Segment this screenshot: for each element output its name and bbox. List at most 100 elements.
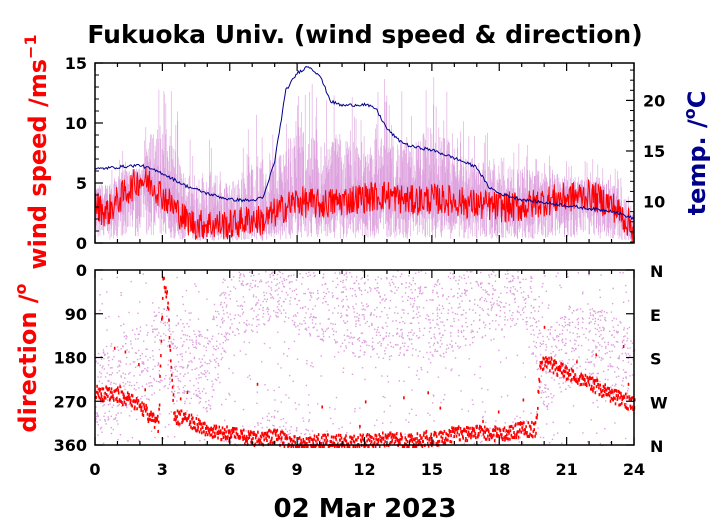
direction-spread-dot [327,327,329,329]
direction-spread-dot [196,367,198,369]
direction-spread-dot [352,352,354,354]
direction-spread-dot [260,279,262,281]
direction-spread-dot [222,309,225,312]
direction-mean-series [95,276,636,448]
direction-spread-dot [622,301,625,303]
direction-spread-dot [584,378,587,380]
direction-spread-dot [135,418,138,421]
direction-mean-dot [140,405,143,409]
direction-mean-dot [267,429,270,433]
direction-spread-dot [390,278,393,281]
direction-spread-dot [479,441,482,444]
direction-spread-dot [513,294,515,296]
direction-spread-dot [108,360,110,362]
direction-mean-dot [488,430,490,434]
direction-mean-dot [261,442,264,446]
direction-spread-dot [565,342,567,345]
direction-spread-dot [409,297,411,299]
direction-spread-dot [509,310,511,312]
direction-spread-dot [519,417,521,419]
direction-spread-dot [322,330,325,333]
direction-spread-dot [556,336,558,338]
direction-spread-dot [616,332,619,334]
direction-spread-dot [429,322,431,324]
direction-spread-dot [340,312,342,315]
direction-mean-dot [123,400,126,404]
direction-spread-dot [351,295,354,297]
direction-spread-dot [205,375,207,378]
direction-spread-dot [364,351,366,353]
direction-mean-dot [130,393,133,397]
direction-spread-dot [272,271,274,273]
direction-spread-dot [250,282,252,285]
direction-spread-dot [543,400,545,403]
direction-spread-dot [463,329,465,332]
direction-spread-dot [254,285,256,288]
direction-spread-dot [512,275,514,278]
direction-spread-dot [259,281,261,283]
direction-spread-dot [591,308,594,310]
direction-mean-dot [351,437,354,441]
direction-spread-dot [572,358,574,361]
direction-spread-dot [414,289,416,291]
direction-spread-dot [510,287,512,289]
direction-mean-dot [466,439,469,443]
direction-spread-dot [577,317,580,320]
direction-mean-dot [275,430,278,433]
direction-spread-dot [392,346,394,348]
direction-spread-dot [280,401,282,403]
direction-spread-dot [215,310,217,313]
direction-spread-dot [340,316,342,318]
direction-spread-dot [204,337,206,339]
direction-mean-dot [312,445,315,448]
direction-spread-dot [544,387,546,389]
direction-spread-dot [545,349,547,351]
direction-spread-dot [626,347,629,349]
direction-spread-dot [139,374,141,376]
direction-mean-dot [278,436,281,439]
direction-spread-dot [535,346,537,349]
direction-spread-dot [299,273,301,275]
direction-spread-dot [367,275,369,277]
direction-spread-dot [126,440,129,442]
direction-mean-dot [356,444,358,448]
direction-spread-dot [148,382,150,384]
direction-spread-dot [348,307,350,309]
direction-spread-dot [374,287,376,289]
direction-spread-dot [176,354,179,356]
direction-spread-dot [554,329,556,331]
direction-spread-dot [440,401,442,404]
direction-spread-dot [273,389,275,392]
direction-spread-dot [359,428,361,430]
direction-spread-dot [116,405,119,407]
direction-spread-dot [268,419,271,422]
direction-spread-dot [232,331,234,333]
direction-spread-dot [438,328,440,330]
direction-spread-dot [283,309,285,311]
direction-mean-dot [323,445,325,448]
direction-spread-dot [254,280,257,282]
direction-spread-dot [550,364,552,366]
direction-spread-dot [290,274,292,277]
direction-spread-dot [117,412,119,414]
direction-spread-dot [254,284,256,286]
direction-spread-dot [471,287,473,289]
direction-spread-dot [416,306,418,308]
direction-spread-dot [585,361,587,363]
direction-spread-dot [379,334,381,337]
direction-spread-dot [367,291,369,294]
direction-mean-dot [313,437,315,441]
direction-spread-dot [188,361,190,363]
direction-spread-dot [366,303,368,305]
temperature-series [94,65,635,221]
direction-spread-dot [102,349,105,351]
direction-spread-dot [492,293,494,295]
direction-spread-dot [335,396,338,399]
direction-spread-dot [429,327,431,329]
direction-spread-dot [536,360,538,362]
direction-spread-dot [535,341,538,344]
direction-mean-dot [214,431,216,435]
direction-mean-dot [357,436,359,440]
direction-mean-dot [393,435,395,439]
direction-spread-dot [547,364,549,366]
